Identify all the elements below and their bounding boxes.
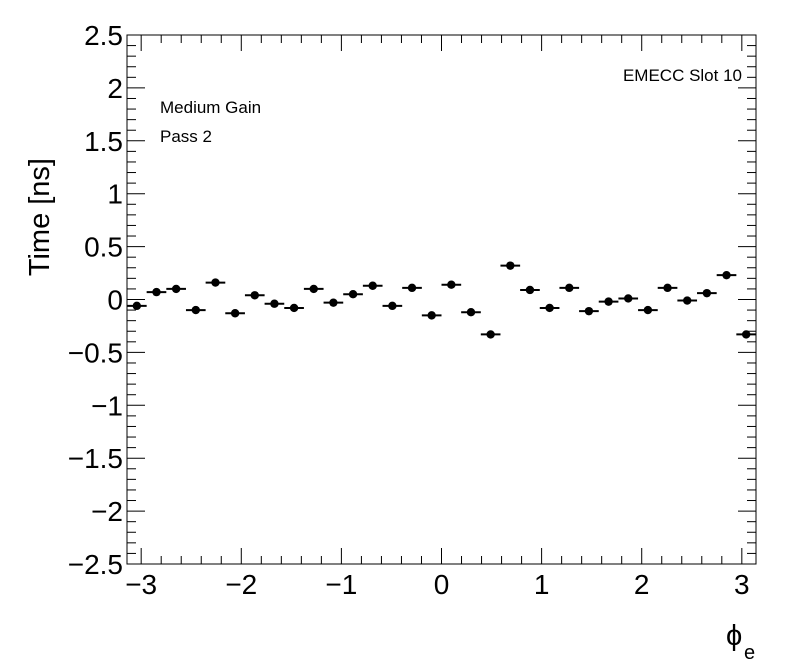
x-tick-label: −3 xyxy=(125,569,157,600)
y-tick-label: 2 xyxy=(107,73,123,104)
data-point xyxy=(185,305,206,315)
marker xyxy=(309,284,318,294)
marker xyxy=(624,294,633,303)
marker xyxy=(447,280,456,289)
marker xyxy=(663,283,672,293)
data-point xyxy=(127,301,147,311)
marker xyxy=(427,311,436,320)
data-point xyxy=(362,281,383,290)
data-point xyxy=(657,283,678,293)
y-tick-label: −2.5 xyxy=(68,549,123,580)
y-tick-label: −2 xyxy=(91,496,123,527)
marker xyxy=(683,296,692,305)
y-tick-label: −1.5 xyxy=(68,443,123,474)
data-point xyxy=(421,311,442,320)
x-tick-label: 2 xyxy=(634,569,650,600)
annotation-pass: Pass 2 xyxy=(160,127,212,146)
marker xyxy=(565,283,574,293)
data-point xyxy=(677,296,698,305)
x-tick-label: −1 xyxy=(325,569,357,600)
y-tick-label: 1 xyxy=(107,179,123,210)
data-point xyxy=(225,309,245,318)
data-point xyxy=(264,299,285,308)
y-tick-label: 0 xyxy=(107,285,123,316)
marker xyxy=(702,288,712,298)
x-tick-label: −2 xyxy=(225,569,257,600)
data-point xyxy=(638,305,658,315)
data-point xyxy=(480,330,501,339)
data-point xyxy=(500,261,521,270)
data-point xyxy=(461,307,481,317)
x-tick-label: 0 xyxy=(434,569,450,600)
marker xyxy=(545,303,554,313)
marker xyxy=(250,291,259,300)
data-point xyxy=(697,288,717,298)
data-point xyxy=(736,330,756,339)
marker xyxy=(289,303,299,313)
y-tick-label: 0.5 xyxy=(84,232,123,263)
data-point xyxy=(716,270,737,280)
marker xyxy=(191,305,200,315)
marker xyxy=(171,284,181,294)
data-point xyxy=(441,280,462,289)
marker xyxy=(368,281,377,290)
data-point xyxy=(343,290,363,299)
marker xyxy=(230,309,240,318)
marker xyxy=(486,330,495,339)
data-point xyxy=(539,303,560,313)
data-point xyxy=(244,291,265,300)
y-tick-label: 2.5 xyxy=(84,20,123,51)
data-point xyxy=(520,285,540,295)
marker xyxy=(604,297,613,306)
marker xyxy=(388,301,397,311)
marker xyxy=(643,305,653,315)
marker xyxy=(741,330,751,339)
marker xyxy=(407,283,417,293)
data-point xyxy=(166,284,186,294)
marker xyxy=(132,301,142,311)
marker xyxy=(722,270,731,280)
x-tick-label: 3 xyxy=(734,569,750,600)
marker xyxy=(466,307,476,317)
data-points xyxy=(127,261,756,339)
marker xyxy=(525,285,535,295)
data-point xyxy=(146,287,167,297)
data-point xyxy=(559,283,580,293)
marker xyxy=(348,290,358,299)
axes: −3 −2 −1 0 1 2 3 −2.5 −2 −1.5 −1 −0.5 0 0.5 1 1.5 2 2.5 xyxy=(68,20,757,600)
marker xyxy=(506,261,515,270)
y-tick-label: 1.5 xyxy=(84,126,123,157)
y-tick-label: −0.5 xyxy=(68,337,123,368)
x-axis-title: ϕ xyxy=(726,620,742,652)
data-point xyxy=(402,283,422,293)
data-point xyxy=(579,306,599,316)
data-point xyxy=(323,298,344,307)
data-point xyxy=(618,294,639,303)
marker xyxy=(270,299,279,308)
data-point xyxy=(303,284,324,294)
marker xyxy=(152,287,161,297)
annotation-gain: Medium Gain xyxy=(160,98,261,117)
data-point xyxy=(598,297,619,306)
x-axis-title-subscript: e xyxy=(744,642,755,664)
data-point xyxy=(284,303,304,313)
x-tick-label: 1 xyxy=(534,569,550,600)
annotation-label: EMECC Slot 10 xyxy=(623,66,742,85)
data-point xyxy=(382,301,403,311)
marker xyxy=(211,278,220,287)
y-axis-title: Time [ns] xyxy=(24,158,56,276)
data-point xyxy=(205,278,226,287)
labels: EMECC Slot 10 Medium Gain Pass 2 Time [n… xyxy=(24,66,755,664)
y-tick-label: −1 xyxy=(91,390,123,421)
marker xyxy=(584,306,594,316)
marker xyxy=(329,298,338,307)
